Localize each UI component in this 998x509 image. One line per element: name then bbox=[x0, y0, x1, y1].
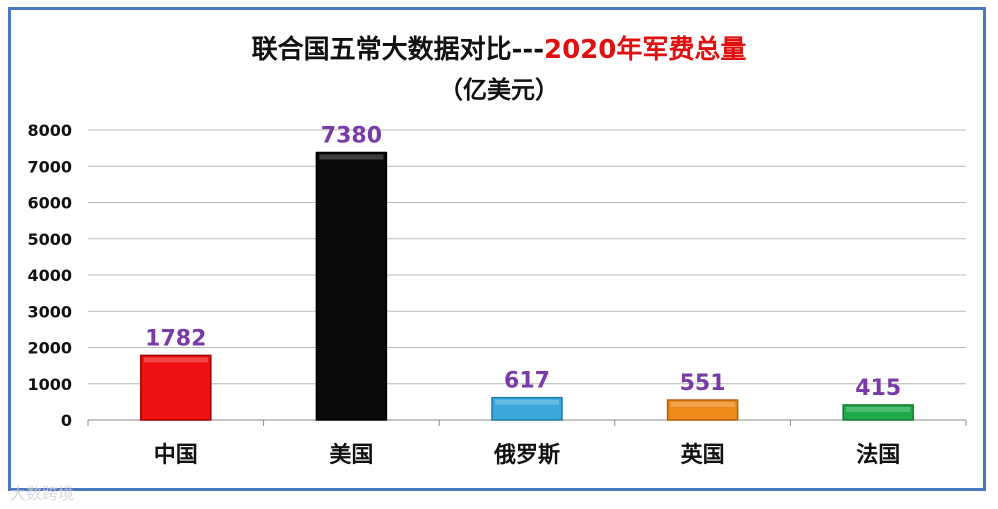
chart-title-part2: 2020年军费总量 bbox=[544, 34, 746, 65]
chart-title-part1: 联合国五常大数据对比--- bbox=[252, 34, 544, 65]
bar bbox=[842, 404, 914, 421]
data-labels: 1782 7380 617 551 415 bbox=[145, 123, 901, 400]
bar-highlight bbox=[670, 402, 735, 408]
y-tick-label: 0 bbox=[61, 411, 72, 430]
bar bbox=[666, 399, 739, 421]
y-tick-label: 5000 bbox=[27, 230, 72, 249]
watermark-text: 大数跨境 bbox=[10, 484, 75, 503]
y-tick-label: 6000 bbox=[27, 194, 72, 213]
y-tick-label: 3000 bbox=[27, 302, 72, 321]
data-label: 617 bbox=[504, 369, 550, 394]
x-category-label: 英国 bbox=[681, 443, 725, 468]
x-category-label: 美国 bbox=[329, 442, 373, 468]
bar-highlight bbox=[495, 399, 559, 405]
x-category-label: 俄罗斯 bbox=[493, 442, 560, 468]
y-tick-label: 8000 bbox=[27, 121, 72, 140]
y-tick-label: 4000 bbox=[27, 266, 72, 285]
bars bbox=[140, 151, 914, 421]
chart-title: 联合国五常大数据对比---2020年军费总量 bbox=[252, 34, 747, 65]
bar-highlight bbox=[846, 406, 911, 412]
x-category-label: 中国 bbox=[154, 443, 198, 468]
data-label: 1782 bbox=[145, 326, 206, 351]
y-tick-label: 7000 bbox=[27, 157, 72, 176]
data-label: 7380 bbox=[321, 123, 382, 148]
y-axis-ticks: 0 1000 2000 3000 4000 5000 6000 7000 8000 bbox=[27, 121, 72, 430]
x-category-label: 法国 bbox=[856, 443, 900, 468]
bar bbox=[315, 151, 388, 421]
grid-lines bbox=[87, 129, 967, 426]
bar-highlight bbox=[319, 154, 384, 160]
bar-highlight bbox=[143, 357, 208, 363]
x-axis-categories: 中国 美国 俄罗斯 英国 法国 bbox=[154, 442, 900, 468]
data-label: 415 bbox=[855, 376, 901, 401]
bar bbox=[140, 354, 212, 421]
y-tick-label: 1000 bbox=[27, 375, 72, 394]
bar bbox=[491, 396, 563, 421]
chart-subtitle: （亿美元） bbox=[439, 76, 559, 104]
data-label: 551 bbox=[680, 371, 726, 396]
y-tick-label: 2000 bbox=[27, 339, 72, 358]
